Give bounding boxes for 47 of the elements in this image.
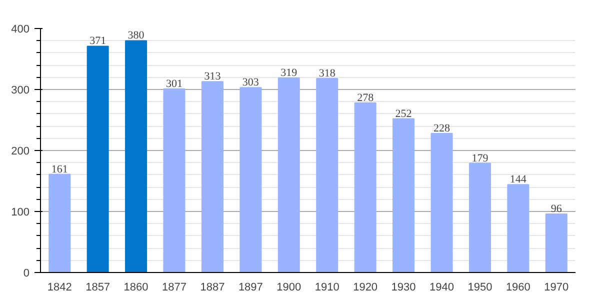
x-tick-label: 1900 [276, 282, 302, 294]
bar [125, 40, 148, 272]
x-tick-label: 1970 [544, 282, 569, 294]
bar [392, 118, 415, 272]
x-tick-label: 1940 [430, 282, 454, 294]
bar [468, 162, 491, 272]
bar [86, 46, 109, 272]
x-tick-label: 1877 [162, 282, 186, 294]
data-label: 380 [128, 30, 145, 42]
x-tick-label: 1920 [353, 282, 378, 294]
bar [163, 88, 186, 272]
data-label: 301 [166, 78, 182, 90]
x-tick-label: 1950 [468, 282, 492, 294]
x-tick-label: 1887 [200, 282, 225, 294]
data-label: 278 [357, 92, 374, 104]
bar [507, 184, 530, 272]
data-label: 313 [204, 70, 222, 83]
x-tick-label: 1857 [86, 282, 110, 294]
y-tick-label: 400 [11, 24, 30, 36]
data-label: 371 [90, 35, 106, 48]
data-label: 228 [434, 122, 450, 134]
bar [316, 78, 338, 272]
y-tick-label: 200 [11, 146, 30, 158]
x-tick-label: 1930 [391, 282, 416, 294]
bar [201, 81, 224, 272]
y-tick-label: 100 [11, 206, 30, 218]
bar [48, 174, 71, 272]
bar [354, 102, 376, 272]
x-tick-label: 1897 [238, 282, 263, 294]
data-label: 252 [395, 108, 412, 120]
bar [545, 213, 568, 272]
data-label: 179 [472, 152, 489, 164]
bar [278, 77, 300, 272]
data-label: 161 [51, 163, 68, 176]
y-tick-label: 0 [23, 268, 30, 280]
bar [240, 87, 262, 272]
x-tick-label: 1910 [314, 282, 340, 294]
bar [430, 132, 453, 272]
data-label: 96 [550, 202, 562, 215]
data-label: 318 [318, 68, 336, 80]
y-tick-label: 300 [11, 84, 30, 96]
x-tick-label: 1842 [47, 282, 72, 294]
x-tick-label: 1960 [506, 282, 530, 294]
data-label: 144 [510, 174, 527, 186]
x-tick-label: 1860 [124, 282, 148, 294]
data-label: 319 [280, 66, 298, 79]
data-label: 303 [242, 76, 260, 89]
